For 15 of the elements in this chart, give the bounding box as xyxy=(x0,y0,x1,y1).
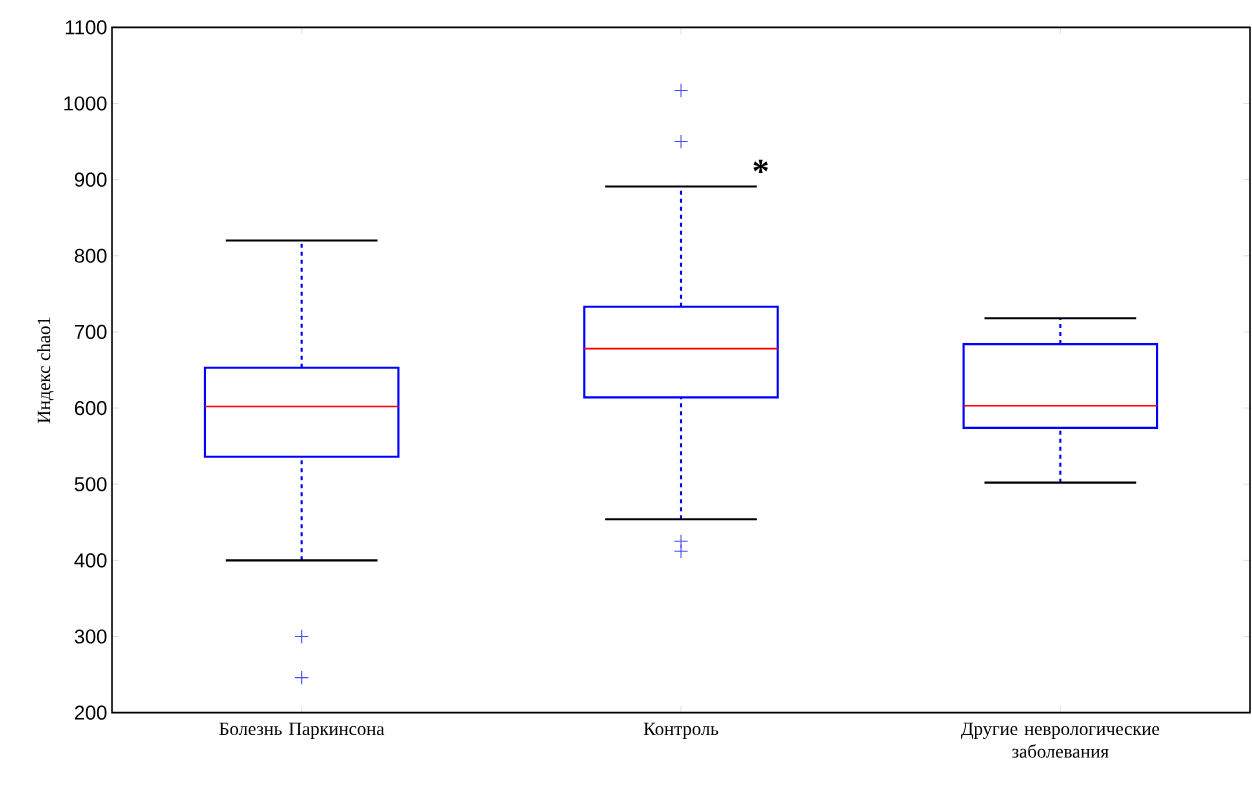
y-tick-label: 600 xyxy=(74,400,107,416)
y-tick-label: 500 xyxy=(74,477,107,492)
y-tick-label: 200 xyxy=(74,705,107,720)
y-tick-label: 400 xyxy=(74,553,107,568)
x-tick-label: Контроль xyxy=(643,722,719,739)
annotation: * xyxy=(753,159,768,173)
y-tick-label: 1000 xyxy=(64,96,107,111)
x-tick-label: Другие неврологические заболевания xyxy=(961,722,1160,758)
y-tick-label: 700 xyxy=(74,324,107,339)
y-tick-label: 900 xyxy=(74,172,107,187)
y-tick-label: 300 xyxy=(74,629,107,644)
y-axis-title: Индекс chao1 xyxy=(37,317,54,424)
y-tick-label: 800 xyxy=(74,248,107,263)
y-tick-label: 1100 xyxy=(65,20,107,35)
x-tick-label: Болезнь Паркинсона xyxy=(219,722,385,739)
